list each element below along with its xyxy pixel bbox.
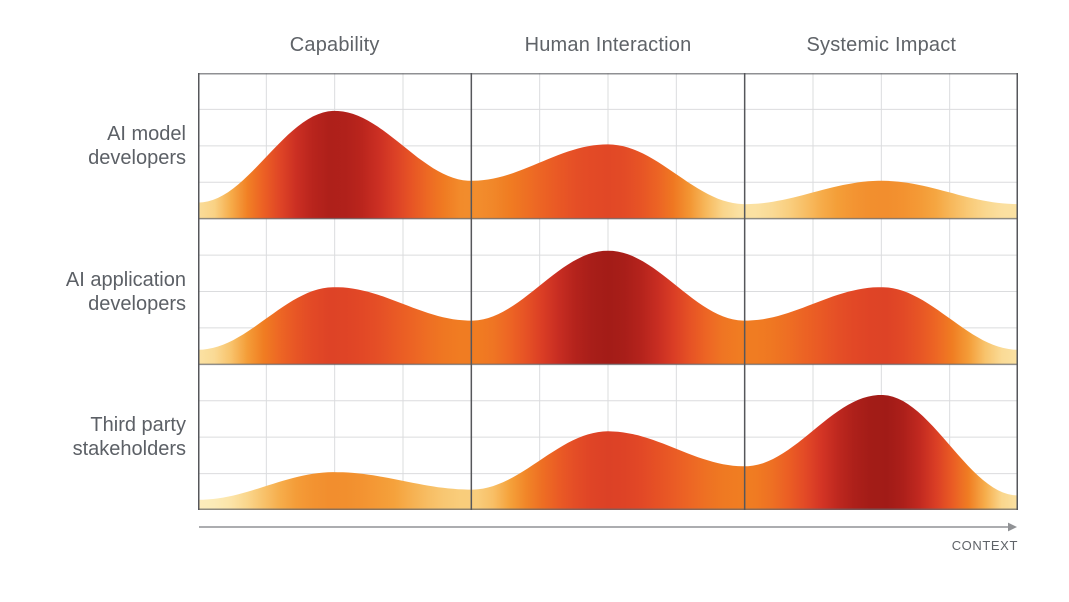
row-labels: AI model developers AI application devel… — [0, 73, 186, 510]
column-headers: Capability Human Interaction Systemic Im… — [198, 28, 1018, 62]
curve-ai-model-developers — [198, 110, 1018, 219]
context-axis-label: CONTEXT — [951, 538, 1018, 553]
row-label-third-party-stakeholders: Third party stakeholders — [0, 364, 186, 510]
column-header-human-interaction: Human Interaction — [524, 33, 692, 56]
row-label-text: AI application developers — [65, 268, 186, 315]
row-label-ai-application-developers: AI application developers — [0, 219, 186, 365]
context-arrow-icon — [199, 522, 1017, 532]
row-label-text: AI model developers — [88, 122, 186, 169]
chart-area — [198, 73, 1018, 510]
distribution-chart — [198, 73, 1018, 510]
row-label-text: Third party stakeholders — [72, 414, 186, 461]
column-header-capability: Capability — [289, 33, 380, 56]
curve-third-party-stakeholders — [198, 395, 1018, 510]
row-label-ai-model-developers: AI model developers — [0, 73, 186, 219]
curve-ai-application-developers — [198, 250, 1018, 365]
column-header-systemic-impact: Systemic Impact — [806, 33, 957, 56]
context-axis — [198, 519, 1018, 537]
